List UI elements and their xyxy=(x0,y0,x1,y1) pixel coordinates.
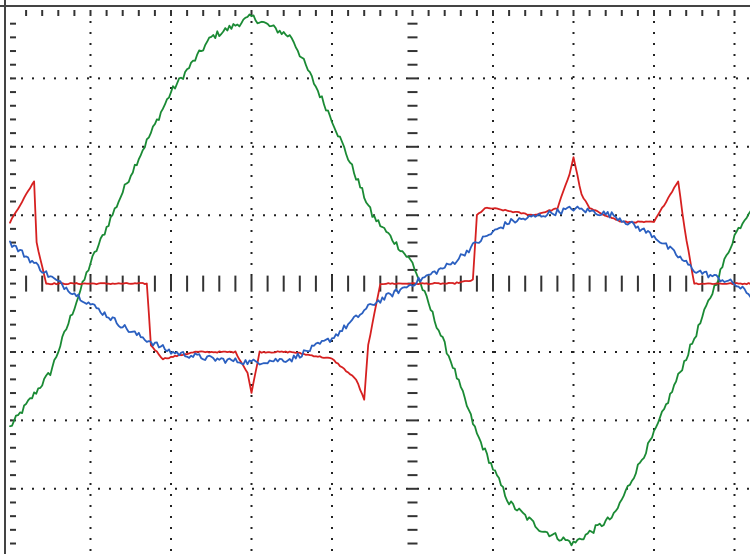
waveform-trace-2 xyxy=(9,156,750,401)
waveform-traces xyxy=(9,13,750,547)
waveform-trace-1 xyxy=(9,13,750,547)
waveform-trace-3 xyxy=(9,205,750,366)
center-axes xyxy=(10,10,736,545)
